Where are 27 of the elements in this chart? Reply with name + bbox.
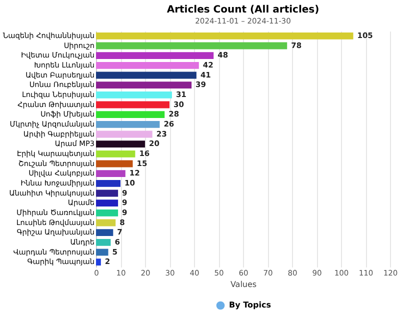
bar <box>96 120 160 128</box>
bar <box>96 62 199 69</box>
bar <box>96 219 116 226</box>
bar <box>96 32 354 40</box>
text: By Topics <box>229 300 272 310</box>
bar <box>96 101 170 108</box>
bar <box>96 248 108 256</box>
bar <box>96 209 118 216</box>
bar <box>96 200 118 207</box>
bar <box>96 258 101 266</box>
bar <box>96 52 214 60</box>
bar <box>96 130 152 138</box>
bar <box>96 42 288 50</box>
bar <box>96 140 145 148</box>
bar <box>96 229 114 236</box>
bar <box>96 150 136 158</box>
bar <box>96 170 126 178</box>
bar <box>96 72 196 79</box>
bar <box>96 160 133 168</box>
chart-title: Articles Count (All articles) <box>166 4 320 16</box>
bar <box>96 111 165 118</box>
bar <box>96 82 192 89</box>
bar <box>96 190 118 197</box>
x-axis-title: Values <box>230 280 257 289</box>
bar <box>96 91 172 98</box>
bar <box>96 180 120 187</box>
bar <box>96 238 111 246</box>
